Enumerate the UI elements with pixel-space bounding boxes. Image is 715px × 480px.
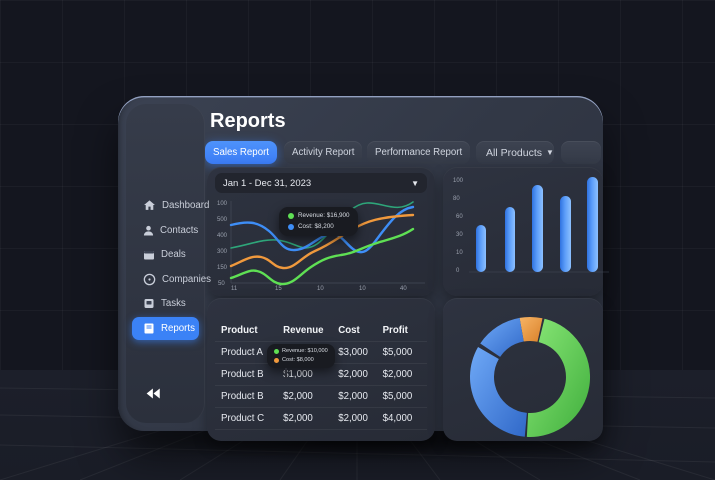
svg-text:400: 400 <box>217 233 228 239</box>
svg-text:60: 60 <box>456 214 463 220</box>
svg-text:150: 150 <box>217 265 228 271</box>
svg-text:80: 80 <box>453 196 460 202</box>
svg-text:50: 50 <box>218 281 225 287</box>
svg-text:15: 15 <box>275 286 282 290</box>
svg-text:10: 10 <box>359 286 366 290</box>
svg-text:10: 10 <box>456 250 463 256</box>
svg-text:300: 300 <box>217 249 228 255</box>
svg-text:11: 11 <box>231 286 238 290</box>
svg-text:0: 0 <box>456 268 460 274</box>
svg-text:40: 40 <box>400 286 407 290</box>
svg-text:100: 100 <box>453 178 464 184</box>
svg-text:500: 500 <box>217 217 228 223</box>
svg-text:30: 30 <box>456 232 463 238</box>
svg-text:10: 10 <box>317 286 324 290</box>
svg-text:100: 100 <box>217 201 228 207</box>
